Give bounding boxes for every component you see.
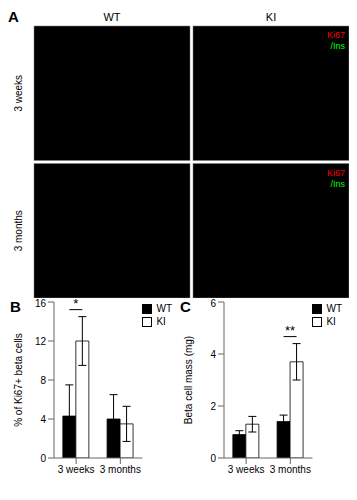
html-text:WT: WT: [156, 303, 172, 314]
svg-text:8: 8: [40, 375, 46, 386]
svg-text:Ki67: Ki67: [327, 30, 345, 40]
html-text:C: C: [180, 298, 191, 315]
svg-text:3 weeks: 3 weeks: [58, 464, 95, 475]
svg-text:4: 4: [210, 349, 216, 360]
html-text:KI: KI: [156, 316, 166, 327]
svg-text:4: 4: [40, 414, 46, 425]
svg-text:% of Ki67+ beta cells: % of Ki67+ beta cells: [13, 333, 24, 427]
svg-text:3 months: 3 months: [270, 464, 311, 475]
svg-text:Beta cell mass (mg): Beta cell mass (mg): [183, 336, 194, 424]
svg-text:3 weeks: 3 weeks: [228, 464, 265, 475]
svg-text:**: **: [285, 323, 295, 338]
svg-text:KI: KI: [266, 11, 276, 23]
svg-text:A: A: [8, 8, 19, 25]
svg-text:16: 16: [35, 298, 47, 309]
svg-text:/Ins: /Ins: [330, 41, 345, 51]
svg-text:0: 0: [210, 453, 216, 464]
svg-text:12: 12: [35, 336, 47, 347]
svg-text:/Ins: /Ins: [330, 179, 345, 189]
html-text:WT: WT: [326, 303, 342, 314]
svg-text:*: *: [73, 298, 78, 311]
svg-text:3 months: 3 months: [100, 464, 141, 475]
html-text:B: B: [10, 298, 21, 315]
svg-text:Ki67: Ki67: [327, 168, 345, 178]
svg-text:3 weeks: 3 weeks: [13, 75, 24, 112]
svg-text:6: 6: [210, 298, 216, 309]
svg-text:WT: WT: [103, 11, 120, 23]
svg-text:2: 2: [210, 401, 216, 412]
svg-text:3 months: 3 months: [13, 210, 24, 251]
svg-text:0: 0: [40, 453, 46, 464]
html-text:KI: KI: [326, 316, 336, 327]
